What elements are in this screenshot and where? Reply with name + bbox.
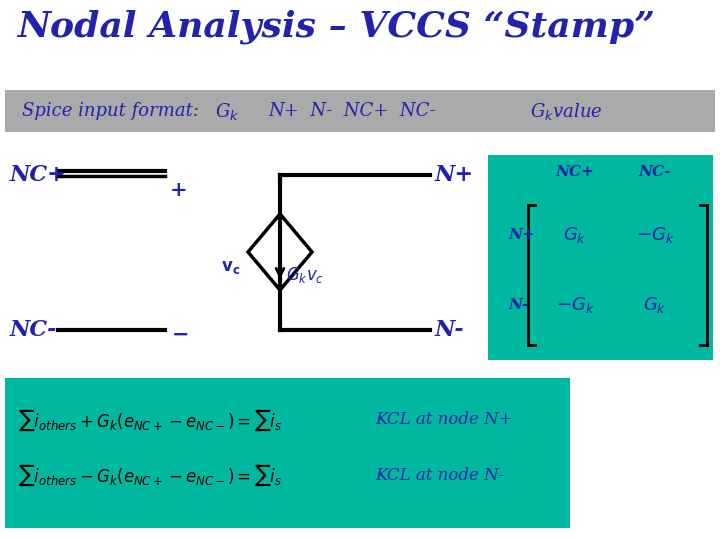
Text: NC-: NC-: [639, 165, 671, 179]
Text: $\sum i_{others} - G_k(e_{NC+} - e_{NC-}) = \sum i_s$: $\sum i_{others} - G_k(e_{NC+} - e_{NC-}…: [18, 462, 282, 488]
Text: $\sum i_{others} + G_k(e_{NC+} - e_{NC-}) = \sum i_s$: $\sum i_{others} + G_k(e_{NC+} - e_{NC-}…: [18, 407, 282, 433]
Text: Nodal Analysis – VCCS “Stamp”: Nodal Analysis – VCCS “Stamp”: [18, 10, 656, 44]
Text: $G_k$: $G_k$: [643, 295, 667, 315]
Text: G$_k$value: G$_k$value: [530, 100, 603, 122]
Text: $-G_k$: $-G_k$: [556, 295, 595, 315]
Text: N+: N+: [435, 164, 474, 186]
Text: $G_k v_c$: $G_k v_c$: [286, 265, 324, 285]
Text: N-: N-: [508, 298, 528, 312]
Text: G$_k$: G$_k$: [215, 100, 239, 122]
Text: −: −: [172, 325, 189, 345]
Text: N+  N-  NC+  NC-: N+ N- NC+ NC-: [268, 102, 436, 120]
Text: NC+: NC+: [556, 165, 595, 179]
Text: $-G_k$: $-G_k$: [636, 225, 675, 245]
Bar: [5, 378, 570, 528]
Text: $\mathbf{v_c}$: $\mathbf{v_c}$: [221, 260, 240, 276]
Text: +: +: [170, 180, 188, 200]
Text: N-: N-: [435, 319, 464, 341]
Text: N+: N+: [508, 228, 535, 242]
Text: KCL at node N+: KCL at node N+: [375, 411, 513, 429]
Bar: [488, 155, 713, 360]
Text: NC-: NC-: [10, 319, 58, 341]
Bar: [5, 90, 715, 132]
Text: KCL at node N-: KCL at node N-: [375, 467, 504, 483]
Text: $G_k$: $G_k$: [563, 225, 587, 245]
Text: NC+: NC+: [10, 164, 67, 186]
Text: Spice input format:: Spice input format:: [22, 102, 199, 120]
